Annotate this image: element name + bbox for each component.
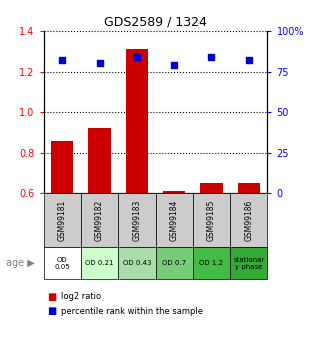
Bar: [163, 191, 185, 193]
Text: OD 0.21: OD 0.21: [85, 260, 114, 266]
Text: GSM99181: GSM99181: [58, 199, 67, 240]
Text: percentile rank within the sample: percentile rank within the sample: [61, 307, 203, 316]
Point: [209, 54, 214, 60]
Text: GSM99184: GSM99184: [170, 199, 179, 240]
Bar: [238, 183, 260, 193]
Point: [97, 61, 102, 66]
Text: OD 0.43: OD 0.43: [123, 260, 151, 266]
Title: GDS2589 / 1324: GDS2589 / 1324: [104, 16, 207, 29]
Text: OD
0.05: OD 0.05: [54, 257, 70, 269]
Text: OD 0.7: OD 0.7: [162, 260, 186, 266]
Point: [134, 54, 139, 60]
Text: log2 ratio: log2 ratio: [61, 292, 101, 301]
Point: [60, 58, 65, 63]
Text: GSM99183: GSM99183: [132, 199, 141, 240]
Point: [246, 58, 251, 63]
Bar: [88, 128, 111, 193]
Text: GSM99182: GSM99182: [95, 199, 104, 240]
Text: OD 1.2: OD 1.2: [199, 260, 224, 266]
Text: stationar
y phase: stationar y phase: [233, 257, 264, 269]
Text: age ▶: age ▶: [6, 258, 35, 268]
Text: ■: ■: [47, 292, 56, 302]
Bar: [51, 140, 73, 193]
Text: ■: ■: [47, 306, 56, 316]
Bar: [200, 183, 223, 193]
Bar: [126, 49, 148, 193]
Text: GSM99185: GSM99185: [207, 199, 216, 240]
Point: [172, 62, 177, 68]
Text: GSM99186: GSM99186: [244, 199, 253, 240]
